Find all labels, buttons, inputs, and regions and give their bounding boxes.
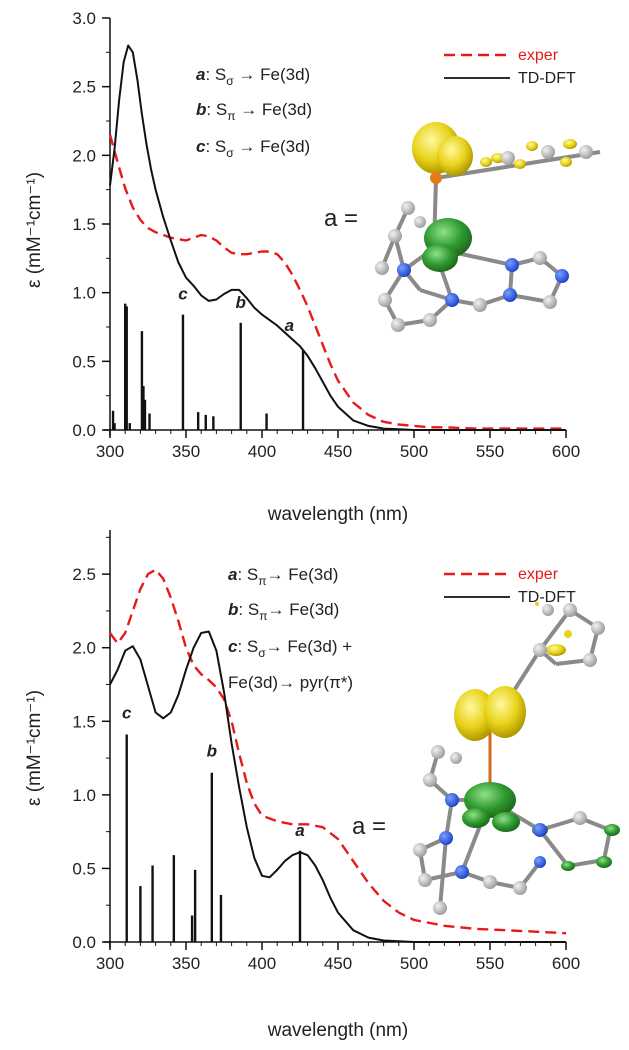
x-tick-label: 500 (400, 954, 428, 973)
x-tick-label: 350 (172, 442, 200, 461)
bottom-x-axis-label: wavelength (nm) (267, 1020, 408, 1041)
exper-series-line (108, 134, 566, 430)
legend-tddft-label: TD-DFT (518, 589, 576, 606)
legend-exper-label: exper (518, 566, 559, 583)
y-tick-label: 2.0 (72, 146, 96, 165)
bottom-transition-sticks (125, 734, 302, 942)
y-tick-label: 1.5 (72, 215, 96, 234)
x-tick-label: 400 (248, 442, 276, 461)
bottom-orbital-molecule-image (413, 602, 620, 915)
top-orbital-molecule-image (375, 122, 601, 332)
bottom-y-axis-label: ε (mM⁻¹cm⁻¹) (24, 690, 45, 806)
top-axes: 300 350 400 450 500 550 600 0.0 0.5 1.0 1.5 2.0 2.5 3… (72, 9, 580, 461)
x-tick-label: 600 (552, 442, 580, 461)
x-tick-label: 500 (400, 442, 428, 461)
assign-a: a: Sπ→ Fe(3d) (228, 565, 338, 588)
x-tick-label: 300 (96, 954, 124, 973)
exper-series-line (109, 568, 567, 935)
x-tick-label: 450 (324, 442, 352, 461)
peak-label-c: c (178, 285, 188, 304)
x-tick-label: 550 (476, 954, 504, 973)
bottom-assignments: a: Sπ→ Fe(3d) b: Sπ→ Fe(3d) c: Sσ→ Fe(3d… (228, 565, 353, 692)
bottom-legend: exper TD-DFT (444, 566, 576, 606)
legend-tddft-label: TD-DFT (518, 70, 576, 87)
bottom-orbital-label: a = (352, 813, 386, 840)
x-tick-label: 350 (172, 954, 200, 973)
peak-label-a: a (285, 316, 294, 335)
peak-label-b: b (236, 293, 246, 312)
x-tick-label: 300 (96, 442, 124, 461)
peak-label-c: c (122, 703, 132, 722)
bottom-peak-labels: c b a (122, 703, 305, 840)
bottom-axes: 300 350 400 450 500 550 600 0.0 0.5 1.0 1.5 2.0 2.5 (72, 530, 580, 973)
assign-a: a: Sσ → Fe(3d) (196, 65, 310, 88)
y-tick-label: 2.5 (72, 78, 96, 97)
y-tick-label: 3.0 (72, 9, 96, 28)
top-transition-sticks (111, 303, 305, 430)
y-tick-label: 1.0 (72, 284, 96, 303)
top-assignments: a: Sσ → Fe(3d) b: Sπ → Fe(3d) c: Sσ → Fe… (196, 65, 312, 160)
top-orbital-label: a = (324, 205, 358, 232)
legend-exper-label: exper (518, 47, 559, 64)
y-tick-label: 0.0 (72, 421, 96, 440)
y-tick-label: 0.0 (72, 933, 96, 952)
y-tick-label: 1.0 (72, 786, 96, 805)
top-spectra-lines (108, 44, 566, 431)
x-tick-label: 550 (476, 442, 504, 461)
assign-b: b: Sπ→ Fe(3d) (228, 600, 339, 623)
y-tick-label: 2.5 (72, 565, 96, 584)
bottom-panel: 300 350 400 450 500 550 6000.00.51.01.52.02.5 … (24, 530, 620, 1041)
top-peak-labels: c b a (178, 285, 294, 336)
assign-c: c: Sσ → Fe(3d) (196, 137, 310, 160)
bottom-spectra-lines (109, 568, 567, 943)
top-y-axis-label: ε (mM⁻¹cm⁻¹) (24, 172, 45, 288)
tddft-series-line (109, 44, 566, 431)
y-tick-label: 1.5 (72, 712, 96, 731)
top-legend: exper TD-DFT (444, 47, 576, 87)
top-x-axis-label: wavelength (nm) (267, 504, 408, 525)
peak-label-b: b (207, 742, 217, 761)
y-tick-label: 2.0 (72, 639, 96, 658)
top-panel: 300 350 400 450 500 550 600 0.0 0.5 1.0 1.5 2.0 2.5 3… (24, 9, 601, 525)
y-tick-label: 0.5 (72, 859, 96, 878)
peak-label-a: a (295, 821, 304, 840)
x-tick-label: 600 (552, 954, 580, 973)
y-tick-label: 0.5 (72, 352, 96, 371)
x-tick-label: 450 (324, 954, 352, 973)
x-tick-label: 400 (248, 954, 276, 973)
assign-c-line2: Fe(3d)→ pyr(π*) (228, 673, 353, 692)
assign-b: b: Sπ → Fe(3d) (196, 100, 312, 123)
tddft-series-line (109, 630, 566, 943)
assign-c: c: Sσ→ Fe(3d) + (228, 637, 352, 660)
